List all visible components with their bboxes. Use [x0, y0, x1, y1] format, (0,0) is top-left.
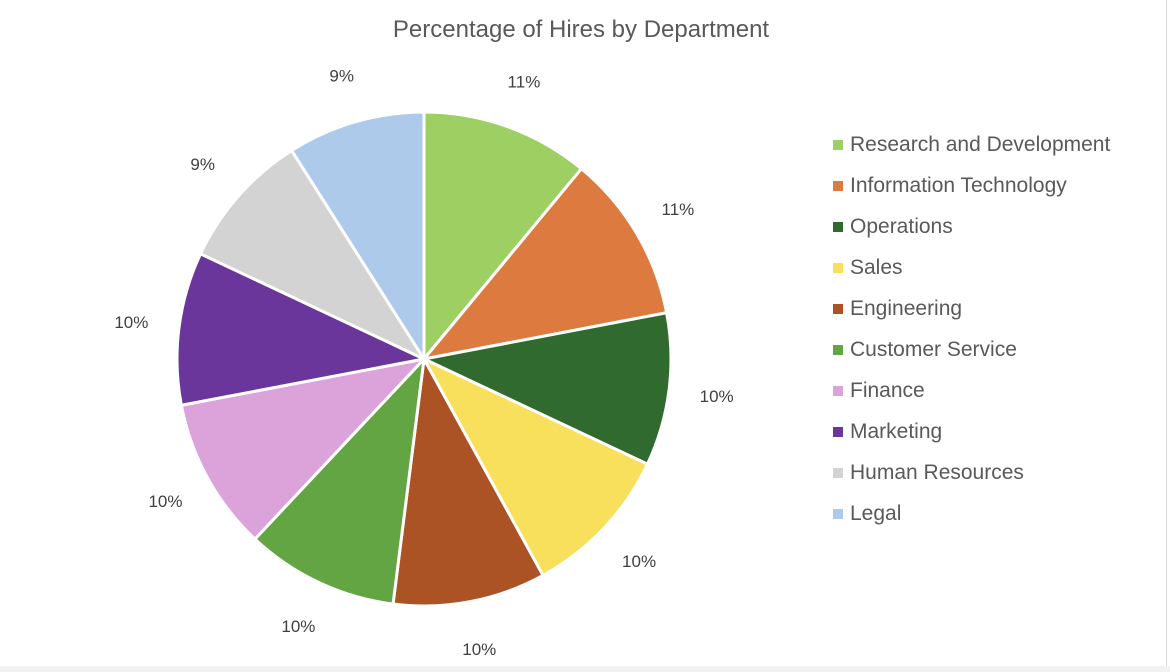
legend-item-operations[interactable]: Operations	[833, 206, 1110, 247]
legend-swatch	[833, 385, 843, 396]
data-label-human-resources: 9%	[190, 155, 215, 174]
legend-swatch	[833, 139, 843, 150]
legend-item-customer-service[interactable]: Customer Service	[833, 329, 1110, 370]
legend-item-research-and-development[interactable]: Research and Development	[833, 124, 1110, 165]
data-label-marketing: 10%	[114, 313, 148, 332]
legend-item-marketing[interactable]: Marketing	[833, 411, 1110, 452]
legend-swatch	[833, 467, 843, 478]
legend-label: Finance	[850, 378, 925, 402]
chart-title: Percentage of Hires by Department	[392, 16, 770, 43]
data-label-engineering: 10%	[462, 640, 496, 659]
legend: Research and Development Information Tech…	[833, 124, 1110, 534]
legend-swatch	[833, 344, 843, 355]
legend-label: Legal	[850, 501, 902, 525]
pie-slices	[175, 110, 673, 608]
data-label-finance: 10%	[148, 492, 182, 511]
legend-label: Marketing	[850, 419, 943, 443]
legend-swatch	[833, 262, 843, 273]
data-label-legal: 9%	[329, 67, 354, 86]
data-label-sales: 10%	[622, 552, 656, 571]
data-label-research-and-development: 11%	[508, 72, 541, 91]
legend-swatch	[833, 426, 843, 437]
legend-item-finance[interactable]: Finance	[833, 370, 1110, 411]
legend-swatch	[833, 221, 843, 232]
data-label-customer-service: 10%	[281, 617, 315, 636]
pie-slice-legal[interactable]	[289, 110, 426, 365]
legend-label: Information Technology	[850, 173, 1067, 197]
legend-item-engineering[interactable]: Engineering	[833, 288, 1110, 329]
legend-label: Sales	[850, 255, 903, 279]
legend-item-human-resources[interactable]: Human Resources	[833, 452, 1110, 493]
pie-slice-sales[interactable]	[420, 355, 650, 578]
pie-slice-research-and-development[interactable]	[422, 110, 584, 364]
pie-slice-finance[interactable]	[179, 356, 429, 542]
pie-slice-marketing[interactable]	[175, 251, 429, 408]
legend-label: Research and Development	[850, 132, 1111, 156]
legend-label: Operations	[850, 214, 953, 238]
legend-label: Engineering	[850, 296, 963, 320]
legend-label: Human Resources	[850, 460, 1024, 484]
pie-data-labels: 11% 11% 10% 10% 10% 10% 10% 10% 9% 9%	[114, 67, 733, 659]
data-label-information-technology: 11%	[662, 200, 695, 219]
legend-item-legal[interactable]: Legal	[833, 493, 1110, 534]
pie-slice-information-technology[interactable]	[420, 166, 669, 362]
legend-swatch	[833, 303, 843, 314]
pie-slice-engineering[interactable]	[391, 354, 546, 608]
legend-label: Customer Service	[850, 337, 1017, 361]
legend-item-sales[interactable]: Sales	[833, 247, 1110, 288]
legend-swatch	[833, 508, 843, 519]
pie-slice-human-resources[interactable]	[198, 148, 429, 363]
data-label-operations: 10%	[700, 387, 734, 406]
legend-item-information-technology[interactable]: Information Technology	[833, 165, 1110, 206]
pie-slice-operations[interactable]	[419, 310, 673, 467]
legend-swatch	[833, 180, 843, 191]
pie-slice-customer-service[interactable]	[252, 354, 427, 606]
sheet-gridline-strip	[0, 666, 1170, 672]
